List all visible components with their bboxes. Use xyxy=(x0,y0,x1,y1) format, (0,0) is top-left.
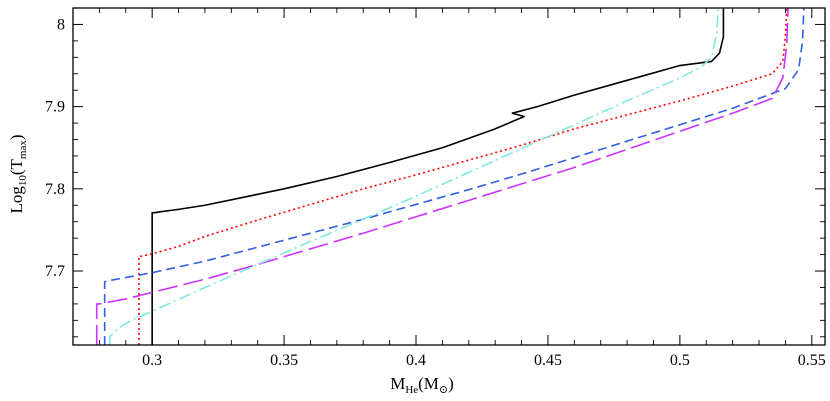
y-tick-label: 7.8 xyxy=(45,181,65,198)
series-dashdot-cyan xyxy=(109,8,719,345)
x-tick-label: 0.4 xyxy=(406,352,426,369)
x-tick-label: 0.3 xyxy=(142,352,162,369)
y-tick-label: 7.9 xyxy=(45,99,65,116)
plot-frame xyxy=(72,7,826,346)
series-dotted-red xyxy=(138,8,788,345)
y-tick-label: 8 xyxy=(57,16,65,33)
series-solid-black xyxy=(151,8,725,345)
x-tick-label: 0.35 xyxy=(270,352,298,369)
series-layer xyxy=(95,8,805,345)
y-tick-label: 7.7 xyxy=(45,263,65,280)
x-tick-label: 0.55 xyxy=(798,352,826,369)
series-longdash-magenta xyxy=(95,8,789,345)
x-tick-label: 0.5 xyxy=(670,352,690,369)
y-axis-label: Log10(Tmax) xyxy=(7,134,29,213)
series-dashed-blue xyxy=(103,8,805,345)
x-axis-label: MHe(M⊙) xyxy=(390,374,454,396)
x-tick-label: 0.45 xyxy=(534,352,562,369)
